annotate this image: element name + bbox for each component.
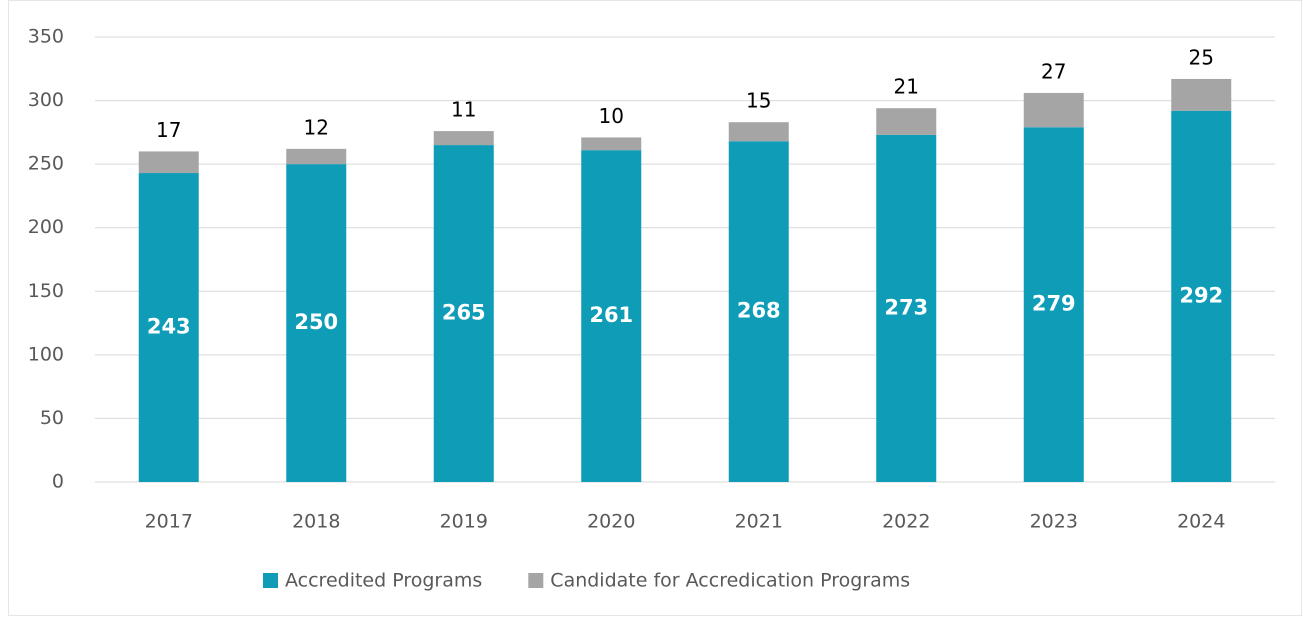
- y-tick-label: 200: [28, 216, 64, 238]
- data-label: 265: [442, 301, 486, 325]
- data-label: 243: [147, 315, 191, 339]
- y-tick-label: 50: [40, 407, 64, 429]
- data-label: 292: [1179, 283, 1223, 307]
- legend-label: Accredited Programs: [285, 570, 482, 592]
- x-tick-label: 2018: [292, 511, 340, 533]
- chart-frame: [8, 0, 1302, 616]
- data-label: 12: [304, 115, 329, 139]
- bar-segment: [728, 141, 789, 482]
- y-tick-label: 350: [28, 26, 64, 48]
- data-label: 273: [884, 295, 928, 319]
- x-tick-label: 2024: [1177, 511, 1225, 533]
- bar-segment: [433, 145, 494, 483]
- data-label: 15: [746, 89, 771, 113]
- bar-segment: [876, 108, 937, 135]
- x-tick-label: 2022: [882, 511, 930, 533]
- legend-swatch: [263, 573, 278, 588]
- bar-segment: [138, 173, 199, 483]
- bar-segment: [433, 131, 494, 146]
- data-label: 250: [294, 310, 338, 334]
- y-tick-label: 100: [28, 343, 64, 365]
- data-label: 25: [1189, 45, 1214, 69]
- data-label: 11: [451, 98, 476, 122]
- data-label: 17: [156, 118, 181, 142]
- x-tick-label: 2021: [735, 511, 783, 533]
- y-tick-label: 0: [52, 471, 64, 493]
- bar-segment: [1023, 127, 1084, 483]
- bar-segment: [876, 134, 937, 482]
- bar-segment: [1023, 92, 1084, 128]
- x-tick-label: 2023: [1030, 511, 1078, 533]
- data-label: 279: [1032, 292, 1076, 316]
- y-tick-label: 250: [28, 153, 64, 175]
- bar-segment: [581, 137, 642, 151]
- x-tick-label: 2020: [587, 511, 635, 533]
- bar-segment: [286, 164, 347, 482]
- bar-segment: [728, 122, 789, 142]
- bar-segment: [1171, 78, 1232, 111]
- data-label: 27: [1041, 59, 1066, 83]
- legend-swatch: [528, 573, 544, 588]
- x-tick-label: 2019: [440, 511, 488, 533]
- x-tick-label: 2017: [145, 511, 193, 533]
- bar-segment: [138, 151, 199, 174]
- bar-segment: [286, 148, 347, 165]
- data-label: 268: [737, 299, 781, 323]
- data-label: 10: [599, 104, 624, 128]
- bar-segment: [1171, 110, 1232, 482]
- data-label: 21: [894, 75, 919, 99]
- y-tick-label: 150: [28, 280, 64, 302]
- bar-segment: [581, 150, 642, 482]
- legend-label: Candidate for Accredication Programs: [550, 570, 910, 592]
- data-label: 261: [589, 303, 633, 327]
- y-tick-label: 300: [28, 89, 64, 111]
